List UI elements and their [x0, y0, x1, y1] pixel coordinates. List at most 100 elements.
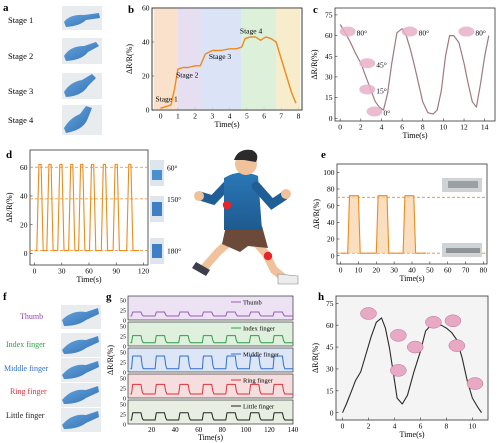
y-tick-label: 15 — [325, 93, 333, 102]
panel-e: e 0 10 20 30 40 50 60 70 80 0 20 40 60 80 100 Time(s) ΔR… — [312, 149, 487, 283]
x-tick-label: 6 — [419, 422, 423, 431]
y-tick-label: 0 — [123, 422, 126, 428]
x-tick-label: 2 — [359, 123, 363, 132]
y-tick-label: 75 — [326, 299, 334, 308]
y-axis-label: ΔR/R(%) — [5, 192, 14, 222]
finger-joint-photo — [339, 26, 356, 37]
strip-frame — [127, 295, 294, 321]
angle-annotation: 0° — [384, 108, 391, 117]
x-axis-label: Time(s) — [399, 430, 424, 439]
angle-annotation: 150° — [167, 195, 181, 204]
y-tick-label: 50 — [120, 324, 126, 330]
y-tick-label: 25 — [120, 334, 126, 340]
chart-d: 0 30 60 90 1200204060Time(s)ΔR/R(%)60°150°18… — [5, 149, 181, 284]
finger-label-thumb: Thumb — [20, 312, 43, 321]
y-tick-label: 0 — [146, 106, 150, 115]
finger-joint-photo — [359, 58, 376, 69]
series-line — [130, 311, 293, 317]
x-axis-label: Time(s) — [198, 433, 223, 442]
finger-joint-photo — [448, 339, 466, 352]
angle-annotation: 80° — [475, 29, 486, 38]
stage-region — [276, 8, 301, 110]
x-tick-label: 0 — [33, 267, 37, 276]
y-tick-label: 60 — [326, 321, 334, 330]
panel-g-letter: g — [106, 291, 112, 303]
finger-joint-photo — [444, 314, 462, 328]
y-axis-label: ΔR/R(%) — [106, 345, 115, 375]
stage-1-label: Stage 1 — [8, 15, 33, 25]
finger-joint-photo — [406, 340, 424, 354]
y-tick-label: 80 — [327, 185, 335, 194]
x-axis-label: Time(s) — [76, 275, 101, 284]
panel-c: c 0 2 4 6 8 10 12 14 0 15 30 45 60 75 Time(s) ΔR/R(%) 80… — [310, 4, 496, 140]
y-tick-label: 40 — [20, 192, 28, 201]
y-tick-label: 25 — [120, 308, 126, 314]
stage-4-label: Stage 4 — [8, 115, 34, 125]
x-tick-label: 50 — [426, 266, 434, 275]
x-tick-label: 10 — [469, 422, 477, 431]
x-axis-label: Time(s) — [214, 120, 239, 129]
angle-annotation: 15° — [376, 86, 387, 95]
plot-frame — [334, 7, 496, 122]
y-axis-label: ΔR/R(%) — [125, 44, 134, 74]
plot-frame-top — [151, 7, 303, 111]
x-tick-label: 20 — [148, 426, 156, 434]
glove-photo-ring — [61, 383, 101, 407]
x-tick-label: 140 — [288, 426, 299, 434]
x-tick-label: 7 — [279, 112, 283, 121]
legend-label: Thumb — [243, 300, 262, 307]
angle-annotation: 180° — [167, 247, 181, 256]
stage-region — [177, 8, 202, 110]
panel-d: d 0 30 60 90 1200204060Time(s)ΔR/R(%)60°150°… — [5, 149, 181, 284]
series-line — [34, 163, 139, 252]
finger-joint-photo — [458, 26, 475, 37]
series-line — [160, 36, 297, 109]
finger-label-ring: Ring finger — [10, 387, 47, 396]
stage-3-label: Stage 3 — [8, 86, 33, 96]
series-line — [130, 412, 293, 421]
x-tick-label: 6 — [400, 123, 404, 132]
plateau-fill — [347, 195, 361, 254]
x-tick-label: 30 — [390, 266, 398, 275]
panel-e-letter: e — [321, 149, 326, 161]
x-tick-label: 40 — [172, 426, 180, 434]
y-tick-label: 20 — [142, 72, 150, 81]
x-axis-label: Time(s) — [402, 131, 427, 140]
y-axis-label: ΔR/R(%) — [311, 343, 320, 373]
y-tick-label: 0 — [123, 396, 126, 402]
sensor-dot-knee — [263, 251, 273, 261]
x-tick-label: 10 — [355, 266, 363, 275]
y-tick-label: 0 — [123, 344, 126, 350]
panel-b-letter: b — [128, 4, 134, 16]
finger-joint-photo — [390, 329, 407, 342]
x-tick-label: 1 — [176, 112, 180, 121]
y-tick-label: 25 — [120, 360, 126, 366]
y-tick-label: 60 — [325, 31, 333, 40]
panel-a-letter: a — [3, 2, 9, 14]
series-line — [130, 383, 293, 395]
y-tick-label: 50 — [120, 376, 126, 382]
chart-h: 0 2 4 6 8 10 0 15 30 45 60 75 Time(s) ΔR/R(%) — [311, 295, 489, 439]
y-tick-label: 30 — [326, 365, 334, 374]
x-tick-label: 14 — [481, 123, 489, 132]
y-tick-label: 75 — [325, 10, 333, 19]
series-line — [130, 355, 293, 370]
chart-g: 0 25 50 Thumb 0 25 50 Index finger 0 25 50 Middle f… — [106, 295, 299, 442]
angle-annotation: 45° — [376, 60, 387, 69]
y-tick-label: 60 — [20, 163, 28, 172]
angle-annotation: 80° — [357, 29, 368, 38]
stage-annotation: Stage 3 — [209, 52, 232, 61]
angle-annotation: 80° — [419, 29, 430, 38]
y-tick-label: 30 — [325, 73, 333, 82]
legend-label: Index finger — [243, 326, 276, 333]
finger-joint-photo — [466, 377, 484, 390]
y-tick-label: 25 — [120, 386, 126, 392]
finger-joint-photo — [401, 26, 418, 37]
x-tick-label: 40 — [408, 266, 416, 275]
x-tick-label: 0 — [339, 266, 343, 275]
panel-a: a Stage 1 Stage 2 Stage 3 Stage 4 — [3, 2, 102, 135]
y-tick-label: 0 — [24, 249, 28, 258]
runner-illustration — [192, 149, 299, 285]
x-tick-label: 4 — [393, 422, 397, 431]
x-tick-label: 80 — [480, 266, 488, 275]
